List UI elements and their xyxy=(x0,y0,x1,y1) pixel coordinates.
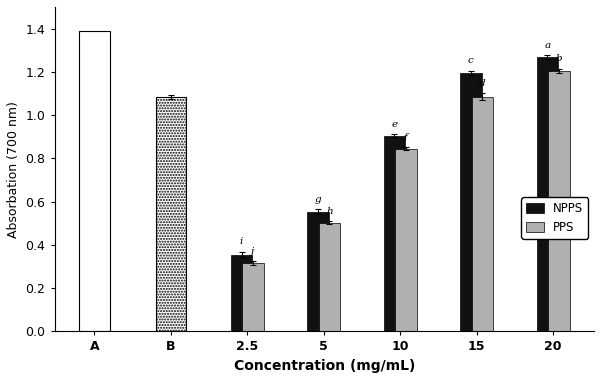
Bar xyxy=(395,149,416,331)
Bar xyxy=(537,57,558,331)
Bar xyxy=(548,71,570,331)
Text: a: a xyxy=(545,41,551,50)
Text: b: b xyxy=(555,54,562,63)
Bar xyxy=(460,73,481,331)
Bar xyxy=(231,255,252,331)
X-axis label: Concentration (mg/mL): Concentration (mg/mL) xyxy=(234,359,415,373)
Bar xyxy=(156,97,186,331)
Text: j: j xyxy=(251,247,255,256)
Bar xyxy=(472,97,493,331)
Text: c: c xyxy=(468,56,474,65)
Y-axis label: Absorbation (700 nm): Absorbation (700 nm) xyxy=(7,101,20,238)
Text: i: i xyxy=(240,238,243,247)
Bar xyxy=(79,31,109,331)
Bar xyxy=(319,223,340,331)
Text: g: g xyxy=(315,195,322,204)
Bar xyxy=(307,212,329,331)
Legend: NPPS, PPS: NPPS, PPS xyxy=(522,197,588,239)
Text: d: d xyxy=(479,79,486,88)
Bar xyxy=(242,263,264,331)
Text: f: f xyxy=(404,133,408,142)
Text: h: h xyxy=(326,206,333,215)
Text: e: e xyxy=(391,120,397,128)
Bar xyxy=(383,136,405,331)
